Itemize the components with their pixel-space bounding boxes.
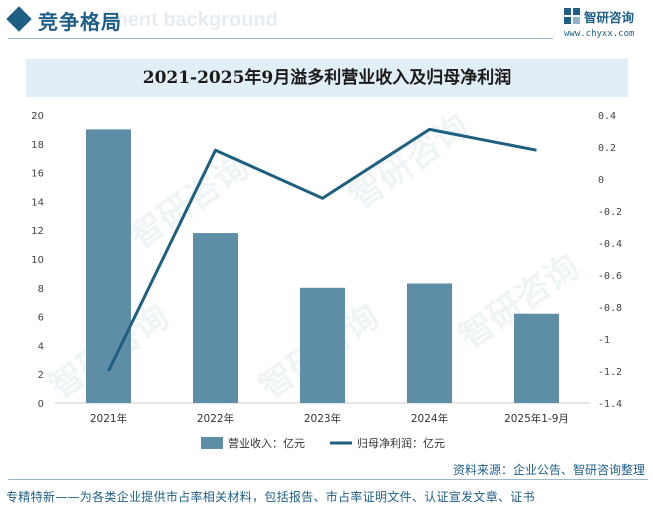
x-tick-label: 2023年 [304, 412, 341, 425]
tagline: 专精特新——为各类企业提供市占率相关材料，包括报告、市占率证明文件、认证宣发文章… [6, 490, 535, 504]
left-tick-label: 4 [38, 341, 44, 352]
brand-name: 智研咨询 [584, 10, 635, 25]
legend-bar-label: 营业收入：亿元 [228, 436, 305, 450]
x-tick-label: 2021年 [90, 412, 127, 425]
footer-divider [8, 479, 648, 480]
header: ment background 竞争格局 智研咨询 www.chyxx.com [0, 0, 653, 44]
chart-title: 2021-2025年9月溢多利营业收入及归母净利润 [142, 68, 512, 88]
right-tick-label: 0.2 [598, 143, 616, 154]
section-title: 竞争格局 [38, 10, 122, 34]
right-tick-label: -1 [598, 335, 610, 346]
right-axis-ticks: -1.4 -1.2 -1 -0.8 -0.6 -0.4 -0.2 0 0.2 0.4 [598, 111, 622, 410]
brand-url: www.chyxx.com [564, 29, 635, 39]
left-tick-label: 20 [31, 111, 44, 122]
left-axis-ticks: 0 2 4 6 8 10 12 14 16 18 20 [31, 111, 44, 410]
header-divider [8, 38, 553, 39]
legend-line-label: 归母净利润：亿元 [357, 436, 445, 450]
left-tick-label: 0 [38, 399, 44, 410]
revenue-bar [407, 283, 452, 403]
right-tick-label: -0.2 [598, 207, 622, 218]
left-tick-label: 12 [31, 226, 44, 237]
x-tick-label: 2024年 [411, 412, 448, 425]
revenue-bar [193, 233, 238, 403]
right-tick-label: -0.6 [598, 271, 622, 282]
right-tick-label: -0.4 [598, 239, 622, 250]
x-axis-labels: 2021年 2022年 2023年 2024年 2025年1-9月 [90, 412, 569, 425]
left-tick-label: 10 [31, 255, 44, 266]
revenue-bar [86, 129, 131, 403]
brand: 智研咨询 www.chyxx.com [564, 6, 650, 42]
right-tick-label: -1.2 [598, 367, 622, 378]
left-tick-label: 6 [38, 313, 44, 324]
revenue-bar [514, 313, 559, 403]
revenue-bar [300, 287, 345, 403]
left-tick-label: 16 [31, 169, 44, 180]
bar-series [86, 129, 559, 403]
left-tick-label: 18 [31, 140, 44, 151]
left-tick-label: 14 [31, 197, 44, 208]
right-tick-label: -1.4 [598, 399, 622, 410]
legend: 营业收入：亿元 归母净利润：亿元 [201, 436, 445, 450]
background-ghost-text: ment background [110, 9, 278, 31]
left-tick-label: 2 [38, 370, 44, 381]
right-tick-label: 0 [598, 175, 604, 186]
diamond-icon [6, 6, 32, 32]
left-tick-label: 8 [38, 284, 44, 295]
source-note: 资料来源：企业公告、智研咨询整理 [452, 463, 645, 477]
profit-line [107, 127, 537, 372]
x-tick-label: 2022年 [197, 412, 234, 425]
right-tick-label: -0.8 [598, 303, 622, 314]
watermark-text: 智研咨询 [342, 107, 476, 218]
brand-logo-icon [564, 8, 580, 24]
chart-title-bar: 2021-2025年9月溢多利营业收入及归母净利润 [26, 59, 628, 97]
legend-bar-swatch [201, 437, 223, 449]
right-tick-label: 0.4 [598, 111, 616, 122]
x-tick-label: 2025年1-9月 [504, 412, 569, 425]
